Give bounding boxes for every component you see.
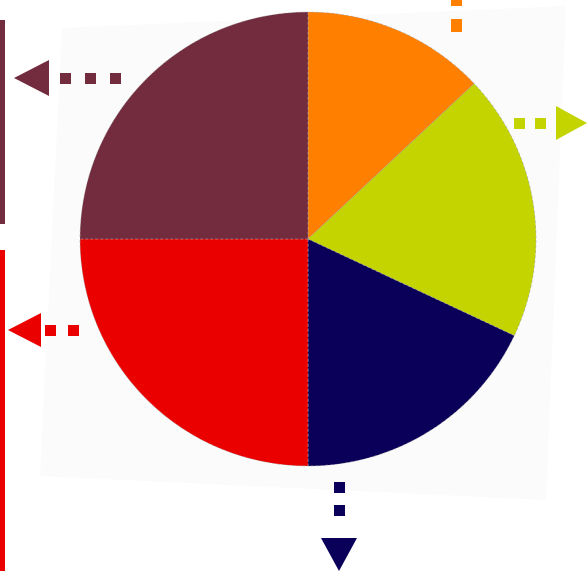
- callout-arrow-lime: [514, 106, 587, 140]
- callout-arrow-maroon: [14, 60, 121, 96]
- callout-arrow-red: [8, 313, 79, 347]
- side-bar-red: [0, 250, 5, 571]
- pie-slice-2: [307, 83, 537, 337]
- callout-arrow-orange: [451, 0, 462, 32]
- callout-arrow-navy: [321, 482, 357, 571]
- side-bar-maroon: [0, 20, 5, 224]
- pie-slices: [79, 11, 537, 467]
- pie-slice-1: [307, 11, 475, 240]
- pie-slice-3: [307, 238, 515, 467]
- pie-slice-5: [79, 11, 309, 240]
- pie-slice-4: [79, 238, 309, 467]
